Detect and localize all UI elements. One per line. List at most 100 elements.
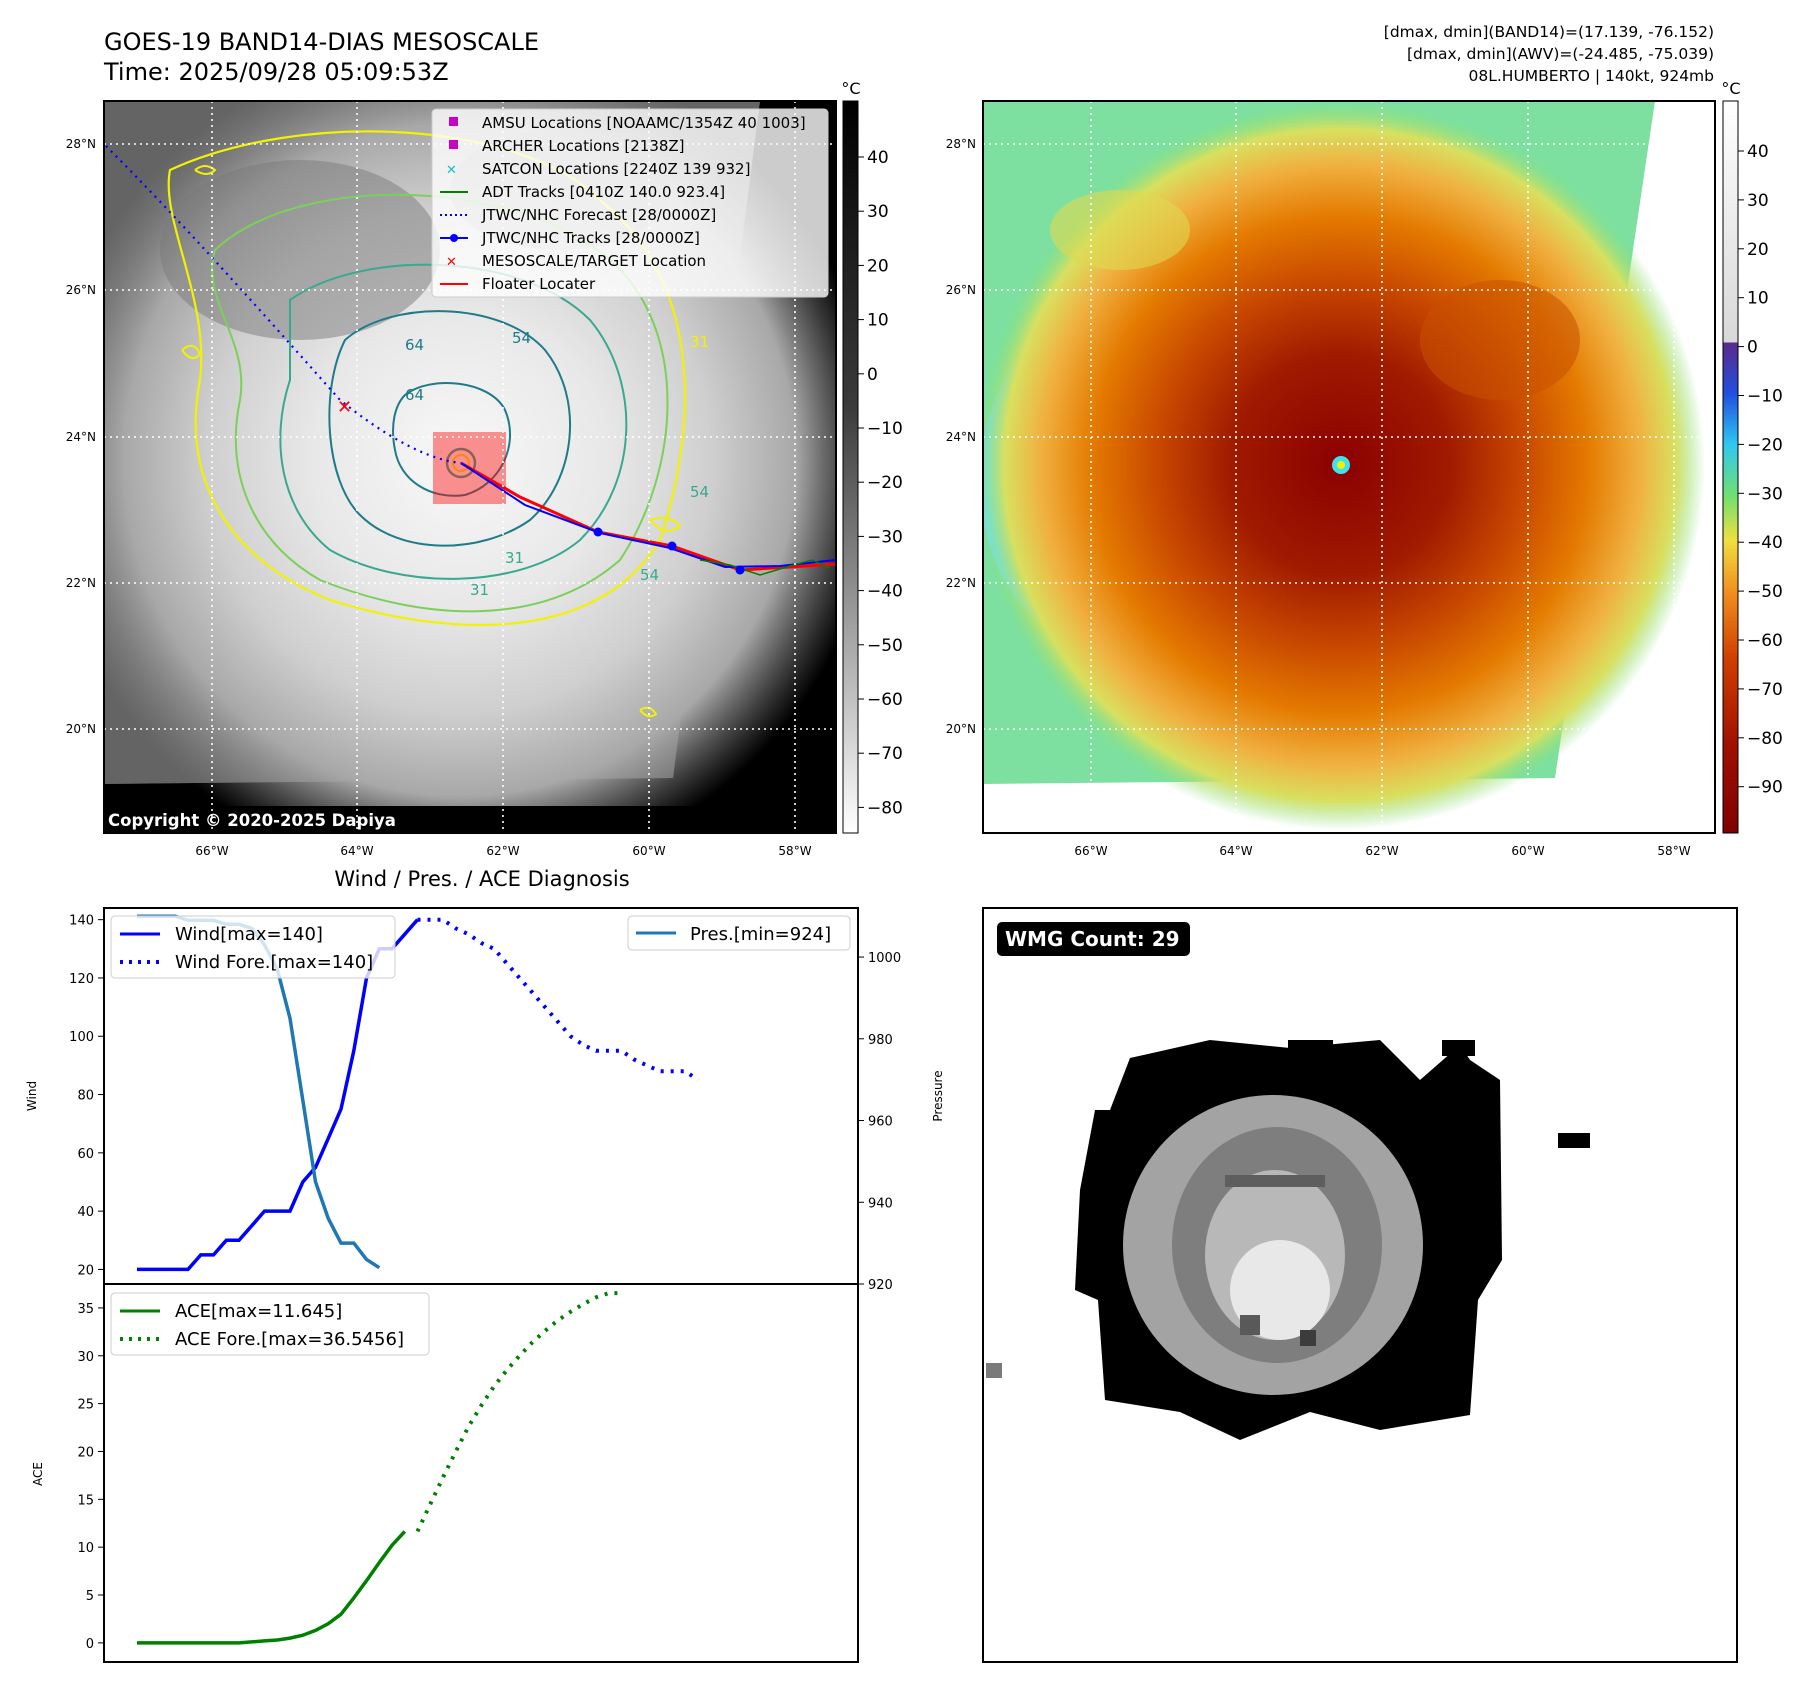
pressure-legend: Pres.[min=924] (627, 915, 851, 951)
lat-label: 26°N (66, 283, 96, 297)
y-tick-label: 20 (77, 1263, 94, 1278)
y2-tick-label: 920 (868, 1278, 893, 1293)
y-tick-label: 60 (77, 1147, 94, 1162)
gray-colorbar-label: 40 (867, 148, 889, 168)
color-colorbar-label: −20 (1747, 435, 1783, 455)
legend-marker (449, 140, 458, 149)
wind-legend: Wind[max=140] Wind Fore.[max=140] (110, 915, 396, 979)
color-colorbar (1722, 100, 1739, 834)
lon-label: 58°W (1657, 844, 1690, 858)
legend-marker: ✕ (446, 163, 457, 178)
lat-label: 20°N (946, 722, 976, 736)
gray-colorbar-label: 10 (867, 311, 889, 331)
lat-label: 22°N (946, 576, 976, 590)
lat-label: 28°N (66, 137, 96, 151)
lon-label: 66°W (195, 844, 228, 858)
lon-label: 62°W (486, 844, 519, 858)
y-tick-label: 15 (77, 1493, 94, 1508)
map1-lon-labels: 66°W 64°W 62°W 60°W 58°W (195, 844, 811, 858)
lon-label: 60°W (632, 844, 665, 858)
legend-label: AMSU Locations [NOAAMC/1354Z 40 1003] (482, 114, 806, 132)
color-colorbar-ticks: 40 30 20 10 0 −10 −20 −30 −40 −50 −60 −70 −80 −90 (1738, 142, 1783, 798)
color-colorbar-label: −10 (1747, 387, 1783, 407)
map2-frame (982, 100, 1716, 834)
legend-marker (450, 234, 458, 242)
contour-label: 31 (690, 333, 709, 351)
ace-chart: 0 5 10 15 20 25 30 35 (77, 1291, 622, 1652)
y2-tick-label: 960 (868, 1115, 893, 1130)
contour-label: 54 (690, 483, 709, 501)
gray-colorbar (842, 100, 859, 834)
y2-tick-label: 940 (868, 1196, 893, 1211)
wmg-count: WMG Count: 29 (1005, 927, 1180, 951)
gray-colorbar-label: 0 (867, 365, 878, 385)
gray-colorbar-label: −10 (867, 419, 903, 439)
gray-colorbar-unit: °C (841, 79, 860, 98)
y-tick-label: 35 (77, 1302, 94, 1317)
figure-title: GOES-19 BAND14-DIAS MESOSCALE (104, 28, 539, 56)
map1-frame (103, 100, 837, 834)
color-colorbar-label: −40 (1747, 533, 1783, 553)
lat-label: 24°N (946, 430, 976, 444)
ace-legend: ACE[max=11.645] ACE Fore.[max=36.5456] (110, 1292, 430, 1356)
gray-colorbar-label: −80 (867, 798, 903, 818)
lon-label: 60°W (1511, 844, 1544, 858)
legend-label: SATCON Locations [2240Z 139 932] (482, 160, 750, 178)
map2-lon-labels: 66°W 64°W 62°W 60°W 58°W (1074, 844, 1690, 858)
y-tick-label: 140 (69, 914, 94, 929)
legend-label: Wind[max=140] (175, 924, 323, 945)
y-tick-label: 80 (77, 1089, 94, 1104)
color-colorbar-label: −50 (1747, 582, 1783, 602)
y-tick-label: 10 (77, 1541, 94, 1556)
contour-label: 54 (512, 329, 531, 347)
color-colorbar-unit: °C (1721, 79, 1740, 98)
storm-info: 08L.HUMBERTO | 140kt, 924mb (1469, 67, 1715, 85)
y-tick-label: 0 (86, 1637, 94, 1652)
awv-range: [dmax, dmin](AWV)=(-24.485, -75.039) (1407, 45, 1714, 63)
series-wind-fore-max-140- (417, 917, 700, 1082)
gray-colorbar-label: −60 (867, 690, 903, 710)
contour-label: 31 (470, 581, 489, 599)
lat-label: 20°N (66, 722, 96, 736)
gray-colorbar-label: −70 (867, 744, 903, 764)
color-colorbar-label: 40 (1747, 142, 1769, 162)
track-point (735, 565, 745, 575)
diagnosis-title: Wind / Pres. / ACE Diagnosis (334, 867, 629, 891)
y-tick-label: 100 (69, 1030, 94, 1045)
y-tick-label: 120 (69, 972, 94, 987)
lat-label: 26°N (946, 283, 976, 297)
wind-axis-label: Wind (25, 1081, 39, 1111)
legend-marker: ✕ (446, 255, 457, 270)
gray-colorbar-label: −50 (867, 636, 903, 656)
lat-label: 28°N (946, 137, 976, 151)
map2-grid (983, 101, 1715, 833)
legend-label: JTWC/NHC Tracks [28/0000Z] (481, 229, 700, 247)
gray-colorbar-label: 30 (867, 202, 889, 222)
ace-axis-label: ACE (31, 1462, 45, 1486)
y-tick-label: 40 (77, 1205, 94, 1220)
target-marker: ✕ (337, 397, 352, 418)
color-colorbar-label: 10 (1747, 289, 1769, 309)
map2-lat-labels: 28°N 26°N 24°N 22°N 20°N (946, 137, 976, 736)
track-point (593, 527, 603, 537)
legend-label: MESOSCALE/TARGET Location (482, 252, 706, 270)
lat-label: 24°N (66, 430, 96, 444)
color-colorbar-label: −70 (1747, 680, 1783, 700)
series-ace-fore-max-36-5456- (415, 1291, 622, 1533)
legend-label: ACE Fore.[max=36.5456] (175, 1329, 404, 1350)
color-colorbar-label: −90 (1747, 778, 1783, 798)
lon-label: 64°W (340, 844, 373, 858)
lat-label: 22°N (66, 576, 96, 590)
track-point (667, 541, 677, 551)
series-ace-max-11-645- (137, 1530, 407, 1645)
gray-colorbar-label: 20 (867, 256, 889, 276)
lon-label: 66°W (1074, 844, 1107, 858)
legend-label: ADT Tracks [0410Z 140.0 923.4] (482, 183, 725, 201)
color-colorbar-label: −60 (1747, 631, 1783, 651)
legend-label: Floater Locater (482, 275, 596, 293)
wmg-image (986, 1040, 1590, 1440)
legend-label: JTWC/NHC Forecast [28/0000Z] (481, 206, 716, 224)
map1-lat-labels: 28°N 26°N 24°N 22°N 20°N (66, 137, 96, 736)
y-tick-label: 30 (77, 1350, 94, 1365)
